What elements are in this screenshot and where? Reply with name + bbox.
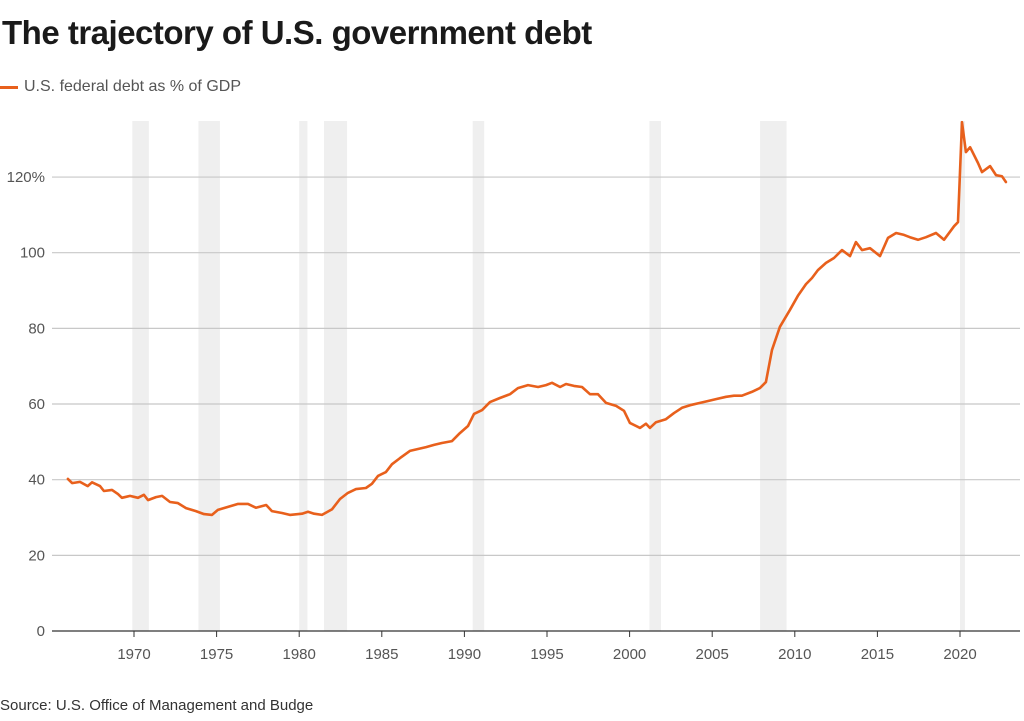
y-tick-label: 100 [20,245,45,262]
x-tick-label: 1995 [530,646,563,663]
x-tick-label: 2020 [943,646,976,663]
recession-band [960,121,965,631]
recession-band [649,121,661,631]
y-tick-label: 60 [28,396,45,413]
y-tick-label: 80 [28,320,45,337]
recession-band [323,121,348,631]
x-tick-label: 1980 [283,646,316,663]
recession-band [132,121,149,631]
y-tick-label: 0 [37,623,45,640]
recession-band [760,121,787,631]
y-tick-label: 120% [7,169,45,186]
x-tick-label: 2015 [861,646,894,663]
legend-swatch [0,85,18,89]
x-tick-label: 2000 [613,646,646,663]
x-tick-label: 2010 [778,646,811,663]
recession-band [472,121,485,631]
legend-label: U.S. federal debt as % of GDP [24,78,241,95]
x-tick-label: 1975 [200,646,233,663]
source-note: Source: U.S. Office of Management and Bu… [0,697,314,714]
y-tick-label: 40 [28,472,45,489]
x-tick-label: 1990 [448,646,481,663]
x-tick-label: 1970 [117,646,150,663]
x-tick-label: 2005 [696,646,729,663]
series-line-debt-to-gdp [66,120,1008,517]
legend: U.S. federal debt as % of GDP [0,78,241,96]
y-tick-label: 20 [28,547,45,564]
recession-band [198,121,220,631]
chart-title: The trajectory of U.S. government debt [2,14,592,51]
recession-band [299,121,308,631]
x-tick-label: 1985 [365,646,398,663]
